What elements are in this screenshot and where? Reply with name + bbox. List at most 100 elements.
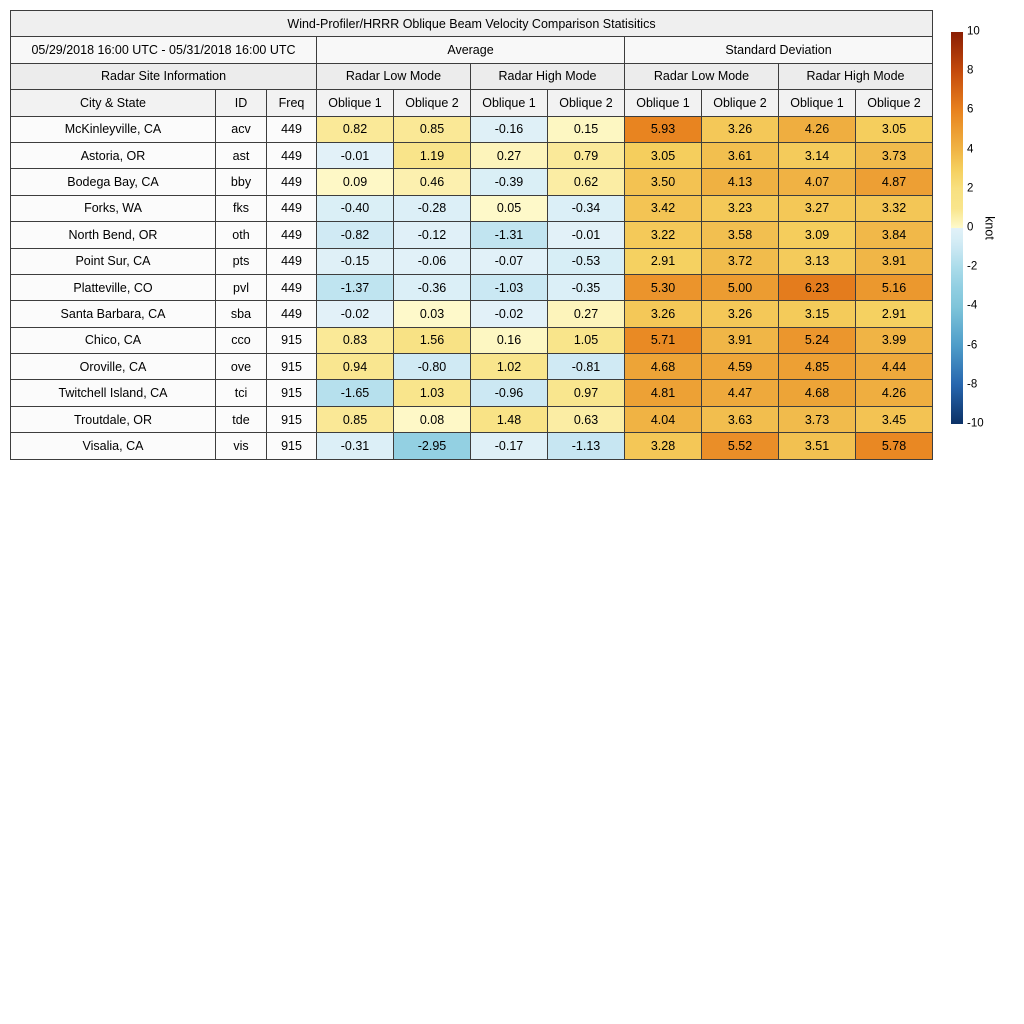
value-cell-avg_high_ob1: -0.16 <box>470 115 548 143</box>
value-cell-avg_high_ob1: 0.27 <box>470 141 548 170</box>
column-header-row: City & State ID Freq Oblique 1 Oblique 2… <box>10 89 933 117</box>
value-cell-avg_high_ob2: 0.27 <box>547 300 625 328</box>
value-cell-std_low_ob2: 4.47 <box>701 379 779 407</box>
city-cell: North Bend, OR <box>10 221 216 249</box>
table-row: Chico, CA cco 915 0.83 1.56 0.16 1.05 5.71 3.91 5… <box>10 326 933 355</box>
value-cell-avg_low_ob1: -0.82 <box>316 221 394 249</box>
value-cell-avg_high_ob2: -0.53 <box>547 247 625 275</box>
value-cell-std_high_ob1: 3.14 <box>778 141 856 170</box>
value-cell-std_low_ob2: 3.72 <box>701 247 779 275</box>
colorbar-tick-label: -8 <box>967 378 978 391</box>
colorbar-tick-label: 10 <box>967 25 980 38</box>
value-cell-avg_high_ob1: -0.02 <box>470 300 548 328</box>
value-cell-std_low_ob2: 3.58 <box>701 221 779 249</box>
date-range: 05/29/2018 16:00 UTC - 05/31/2018 16:00 … <box>10 36 317 64</box>
value-cell-avg_low_ob1: -0.15 <box>316 247 394 275</box>
table-row: Astoria, OR ast 449 -0.01 1.19 0.27 0.79 3.05 3.… <box>10 141 933 170</box>
value-cell-avg_high_ob2: 0.79 <box>547 141 625 170</box>
value-cell-std_low_ob2: 3.63 <box>701 405 779 434</box>
value-cell-avg_low_ob2: 1.03 <box>393 379 471 407</box>
colorbar-tick-label: 0 <box>967 221 974 234</box>
freq-cell: 915 <box>266 379 317 407</box>
col-header-std-low-oblique2: Oblique 2 <box>701 89 779 117</box>
title-row: Wind-Profiler/HRRR Oblique Beam Velocity… <box>10 9 933 38</box>
colorbar-tick-label: 8 <box>967 64 974 77</box>
statistics-table: Wind-Profiler/HRRR Oblique Beam Velocity… <box>10 9 933 460</box>
value-cell-std_low_ob2: 5.52 <box>701 432 779 460</box>
site-id-cell: bby <box>215 168 267 196</box>
value-cell-avg_low_ob1: 0.82 <box>316 115 394 143</box>
value-cell-std_low_ob1: 3.28 <box>624 432 702 460</box>
value-cell-avg_high_ob1: 1.48 <box>470 405 548 434</box>
value-cell-avg_low_ob2: -2.95 <box>393 432 471 460</box>
city-cell: McKinleyville, CA <box>10 115 216 143</box>
value-cell-std_high_ob1: 5.24 <box>778 326 856 355</box>
value-cell-std_high_ob1: 4.07 <box>778 168 856 196</box>
value-cell-std_low_ob1: 4.04 <box>624 405 702 434</box>
value-cell-avg_low_ob2: 0.46 <box>393 168 471 196</box>
value-cell-avg_low_ob1: -0.31 <box>316 432 394 460</box>
site-id-cell: sba <box>215 300 267 328</box>
value-cell-std_low_ob2: 3.23 <box>701 194 779 223</box>
col-header-avg-high-oblique2: Oblique 2 <box>547 89 625 117</box>
colorbar-unit-label: knot <box>982 216 997 240</box>
value-cell-std_high_ob2: 3.91 <box>855 247 933 275</box>
value-cell-std_high_ob1: 4.68 <box>778 379 856 407</box>
value-cell-avg_high_ob1: -0.07 <box>470 247 548 275</box>
value-cell-avg_high_ob1: 0.16 <box>470 326 548 355</box>
value-cell-std_low_ob2: 3.26 <box>701 300 779 328</box>
city-cell: Santa Barbara, CA <box>10 300 216 328</box>
value-cell-avg_high_ob1: -1.03 <box>470 273 548 302</box>
value-cell-std_high_ob1: 3.15 <box>778 300 856 328</box>
value-cell-std_high_ob2: 3.45 <box>855 405 933 434</box>
site-id-cell: acv <box>215 115 267 143</box>
value-cell-std_high_ob1: 4.85 <box>778 353 856 381</box>
value-cell-avg_low_ob2: -0.80 <box>393 353 471 381</box>
col-header-avg-low-oblique1: Oblique 1 <box>316 89 394 117</box>
value-cell-std_high_ob1: 3.27 <box>778 194 856 223</box>
site-id-cell: cco <box>215 326 267 355</box>
col-header-avg-high-oblique1: Oblique 1 <box>470 89 548 117</box>
table-row: Bodega Bay, CA bby 449 0.09 0.46 -0.39 0.62 3.5… <box>10 168 933 196</box>
value-cell-std_low_ob2: 3.61 <box>701 141 779 170</box>
group-header-row-2: Radar Site Information Radar Low Mode Ra… <box>10 62 933 91</box>
site-id-cell: ast <box>215 141 267 170</box>
group-header-std-high-mode: Radar High Mode <box>778 62 933 91</box>
value-cell-avg_high_ob2: -0.34 <box>547 194 625 223</box>
value-cell-avg_high_ob1: -1.31 <box>470 221 548 249</box>
group-header-avg-high-mode: Radar High Mode <box>470 62 625 91</box>
value-cell-std_low_ob1: 3.22 <box>624 221 702 249</box>
freq-cell: 449 <box>266 194 317 223</box>
value-cell-avg_high_ob2: -1.13 <box>547 432 625 460</box>
city-cell: Visalia, CA <box>10 432 216 460</box>
value-cell-std_low_ob2: 5.00 <box>701 273 779 302</box>
site-id-cell: pvl <box>215 273 267 302</box>
col-header-id: ID <box>215 89 267 117</box>
value-cell-avg_low_ob1: 0.83 <box>316 326 394 355</box>
figure-title: Wind-Profiler/HRRR Oblique Beam Velocity… <box>10 9 933 38</box>
value-cell-avg_high_ob1: -0.96 <box>470 379 548 407</box>
table-row: Santa Barbara, CA sba 449 -0.02 0.03 -0.02 0.2… <box>10 300 933 328</box>
table-row: North Bend, OR oth 449 -0.82 -0.12 -1.31 -0.01… <box>10 221 933 249</box>
value-cell-std_high_ob2: 4.87 <box>855 168 933 196</box>
value-cell-std_low_ob1: 5.93 <box>624 115 702 143</box>
group-header-site-info: Radar Site Information <box>10 62 317 91</box>
group-header-std-low-mode: Radar Low Mode <box>624 62 779 91</box>
city-cell: Forks, WA <box>10 194 216 223</box>
value-cell-avg_low_ob1: -0.02 <box>316 300 394 328</box>
value-cell-avg_high_ob1: -0.17 <box>470 432 548 460</box>
freq-cell: 449 <box>266 300 317 328</box>
value-cell-std_high_ob2: 3.73 <box>855 141 933 170</box>
group-header-average: Average <box>316 36 625 64</box>
colorbar-tick-label: 6 <box>967 103 974 116</box>
city-cell: Troutdale, OR <box>10 405 216 434</box>
value-cell-std_high_ob1: 3.51 <box>778 432 856 460</box>
value-cell-avg_high_ob2: 0.63 <box>547 405 625 434</box>
group-header-avg-low-mode: Radar Low Mode <box>316 62 471 91</box>
freq-cell: 449 <box>266 115 317 143</box>
value-cell-avg_low_ob2: 0.85 <box>393 115 471 143</box>
table-row: McKinleyville, CA acv 449 0.82 0.85 -0.16 0.15… <box>10 115 933 143</box>
table-row: Oroville, CA ove 915 0.94 -0.80 1.02 -0.81 4.68… <box>10 353 933 381</box>
freq-cell: 449 <box>266 168 317 196</box>
